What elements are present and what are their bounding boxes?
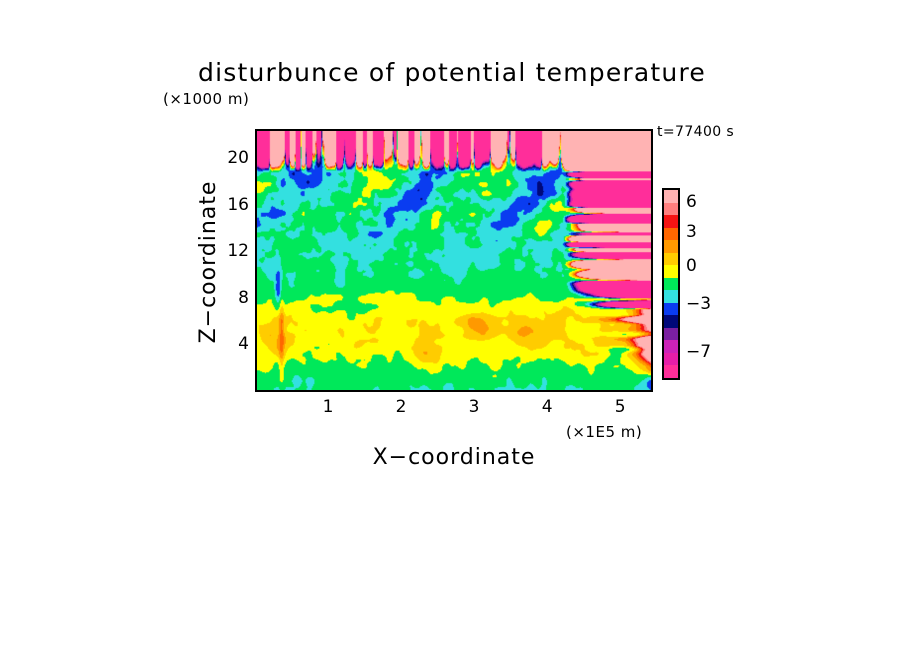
colorbar-labels: 6 3 0 −3 −7 [686,188,746,380]
x-tick-label: 2 [395,397,407,417]
colorbar [662,188,680,380]
colorbar-band [664,240,678,253]
colorbar-band [664,202,678,216]
page-title: disturbunce of potential temperature [198,58,706,87]
colorbar-band [664,252,678,266]
y-axis-unit-label: (×1000 m) [163,90,250,108]
colorbar-band [664,365,678,378]
colorbar-band [664,290,678,303]
colorbar-tick-label: 0 [686,255,697,276]
time-annotation: t=77400 s [657,124,735,140]
colorbar-band [664,265,678,278]
contour-plot-area[interactable] [255,129,653,392]
y-tick-label: 4 [238,334,249,355]
x-tick-label: 3 [468,397,480,417]
colorbar-band [664,352,678,366]
y-tick-label: 16 [227,194,249,215]
colorbar-band [664,340,678,353]
colorbar-tick-label: −3 [686,294,712,315]
colorbar-band [664,190,678,203]
colorbar-band [664,215,678,228]
x-axis-title: X−coordinate [372,445,536,470]
colorbar-band [664,227,678,241]
y-axis-ticks: 20 16 12 8 4 [185,129,249,392]
colorbar-band [664,315,678,328]
colorbar-band [664,277,678,291]
colorbar-tick-label: −7 [686,342,712,363]
y-tick-label: 8 [238,287,249,308]
colorbar-tick-label: 3 [686,221,697,242]
colorbar-band [664,302,678,316]
x-tick-label: 1 [322,397,334,417]
colorbar-tick-label: 6 [686,191,697,212]
x-axis-ticks: 1 2 3 4 5 [255,397,653,421]
x-tick-label: 5 [614,397,626,417]
y-tick-label: 12 [227,241,249,262]
temperature-field-heatmap [257,131,651,390]
x-axis-unit-label: (×1E5 m) [566,423,643,441]
colorbar-band [664,327,678,341]
x-tick-label: 4 [541,397,553,417]
y-tick-label: 20 [227,148,249,169]
